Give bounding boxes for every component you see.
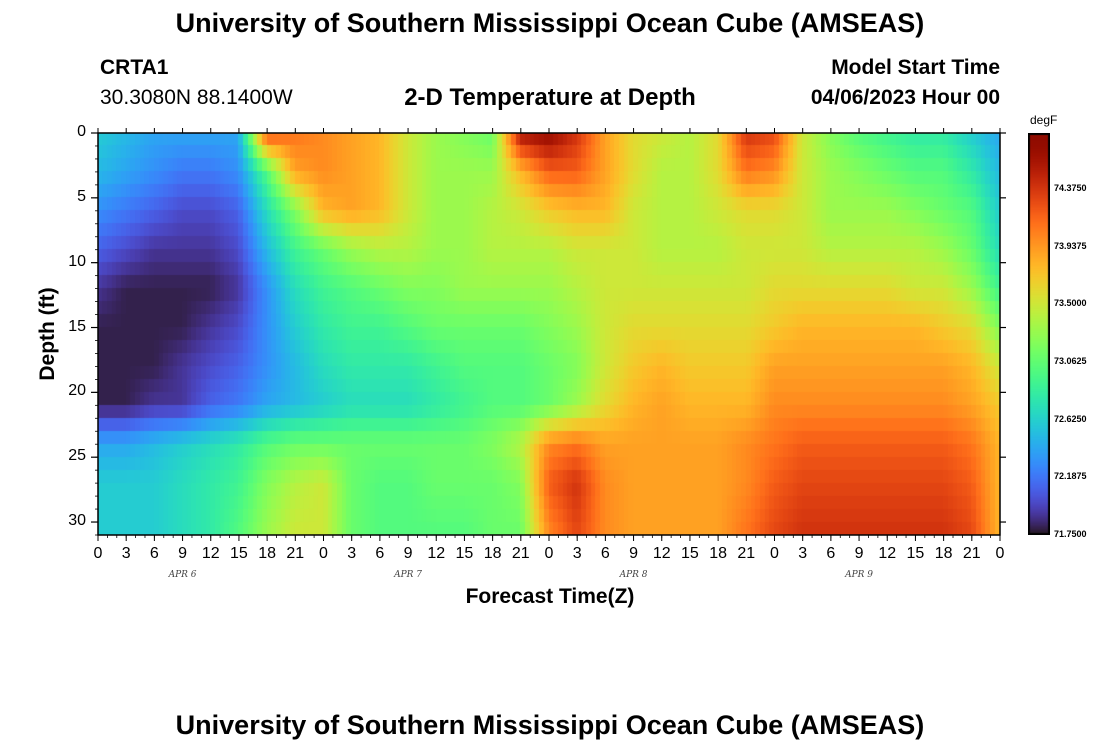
- x-tick-label: 0: [319, 545, 328, 562]
- x-axis-label: Forecast Time(Z): [465, 585, 635, 608]
- x-tick-label: 3: [572, 545, 582, 562]
- model-start-label: Model Start Time: [831, 56, 1000, 79]
- y-tick-label: 15: [68, 317, 86, 335]
- x-tick-label: 3: [121, 545, 131, 562]
- colorbar-tick-label: 73.5000: [1054, 298, 1087, 309]
- x-tick-label: 6: [826, 545, 836, 562]
- colorbar-unit: degF: [1030, 113, 1058, 127]
- x-tick-label: 18: [709, 545, 728, 562]
- x-tick-label: 9: [178, 545, 188, 562]
- x-tick-label: 12: [878, 545, 897, 562]
- x-tick-label: 21: [286, 545, 305, 562]
- x-tick-label: 18: [483, 545, 502, 562]
- x-tick-label: 15: [230, 545, 248, 562]
- colorbar: [1028, 133, 1050, 535]
- day-label: APR 9: [845, 570, 874, 580]
- model-start-value: 04/06/2023 Hour 00: [810, 86, 1000, 109]
- x-tick-label: 12: [201, 545, 220, 562]
- y-tick-label: 25: [68, 447, 86, 465]
- x-tick-label: 18: [258, 545, 277, 562]
- x-tick-label: 12: [652, 545, 671, 562]
- x-tick-label: 0: [995, 545, 1005, 562]
- x-tick-label: 9: [403, 545, 413, 562]
- x-tick-label: 0: [93, 545, 103, 562]
- y-tick-label: 5: [77, 187, 86, 205]
- temperature-heatmap: [98, 133, 1000, 535]
- x-tick-label: 9: [629, 545, 639, 562]
- x-tick-label: 21: [962, 545, 981, 562]
- y-tick-label: 0: [77, 123, 86, 140]
- x-tick-label: 21: [737, 545, 756, 562]
- x-tick-label: 15: [455, 545, 474, 562]
- x-tick-label: 0: [770, 545, 779, 562]
- station-coords: 30.3080N 88.1400W: [100, 86, 293, 109]
- colorbar-tick-label: 74.3750: [1054, 183, 1087, 194]
- day-label: APR 7: [394, 570, 423, 580]
- x-tick-label: 6: [375, 545, 385, 562]
- x-tick-label: 21: [511, 545, 530, 562]
- page-title: University of Southern Mississippi Ocean…: [175, 8, 925, 38]
- colorbar-tick-label: 72.1875: [1054, 471, 1087, 482]
- x-tick-label: 6: [600, 545, 610, 562]
- y-tick-label: 20: [68, 382, 86, 400]
- x-tick-label: 18: [934, 545, 953, 562]
- x-tick-label: 0: [544, 545, 554, 562]
- colorbar-tick-label: 73.9375: [1054, 240, 1087, 251]
- y-tick-label: 30: [68, 512, 86, 530]
- day-label: APR 6: [168, 570, 197, 580]
- x-tick-label: 15: [681, 545, 699, 562]
- colorbar-tick-label: 73.0625: [1054, 356, 1087, 366]
- colorbar-tick-label: 71.7500: [1054, 529, 1087, 539]
- x-tick-label: 3: [347, 545, 357, 562]
- x-tick-label: 9: [854, 545, 864, 562]
- plot-title: 2-D Temperature at Depth: [404, 84, 696, 111]
- y-tick-label: 10: [68, 252, 86, 270]
- x-tick-label: 15: [906, 545, 925, 562]
- plot-frame: [97, 132, 1001, 536]
- day-label: APR 8: [619, 570, 648, 580]
- x-tick-label: 12: [427, 545, 446, 562]
- footer-title: University of Southern Mississippi Ocean…: [175, 710, 925, 740]
- x-tick-label: 6: [149, 545, 159, 562]
- station-id: CRTA1: [100, 56, 169, 79]
- x-tick-label: 3: [798, 545, 808, 562]
- colorbar-tick-label: 72.6250: [1054, 413, 1087, 424]
